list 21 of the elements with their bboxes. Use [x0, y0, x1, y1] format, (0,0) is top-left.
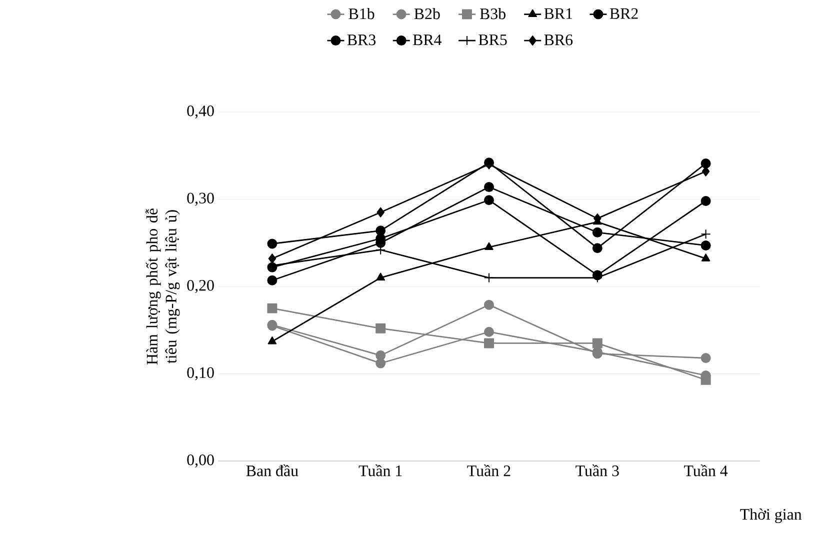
y-tick-label: 0,10 — [187, 367, 214, 380]
x-tick-label: Tuần 2 — [467, 464, 510, 476]
legend-label: BR1 — [544, 8, 572, 19]
legend-label: BR2 — [610, 8, 638, 19]
y-tick-label: 0,30 — [187, 192, 214, 206]
x-tick-label: Tuần 3 — [576, 464, 619, 476]
legend-label: B3b — [480, 8, 506, 20]
legend-label: B2b — [414, 8, 440, 20]
legend-label: BR4 — [413, 34, 442, 46]
x-tick-label: Tuần 4 — [684, 464, 728, 476]
legend-label: BR3 — [347, 34, 376, 46]
legend-label: BR6 — [544, 34, 573, 46]
y-axis-title: Hàm lượng phốt pho dễ tiêu (mg-P/g vật liệu ủ) — [146, 208, 180, 365]
x-tick-label: Tuần 1 — [358, 464, 402, 476]
legend-label: BR5 — [478, 34, 507, 46]
legend-label: B1b — [348, 8, 374, 20]
y-tick-label: 0,40 — [187, 105, 214, 119]
x-tick-label: Ban đầu — [246, 464, 298, 476]
y-tick-label: 0,00 — [187, 454, 214, 468]
x-axis-title: Thời gian — [740, 508, 802, 524]
y-tick-label: 0,20 — [187, 280, 214, 294]
